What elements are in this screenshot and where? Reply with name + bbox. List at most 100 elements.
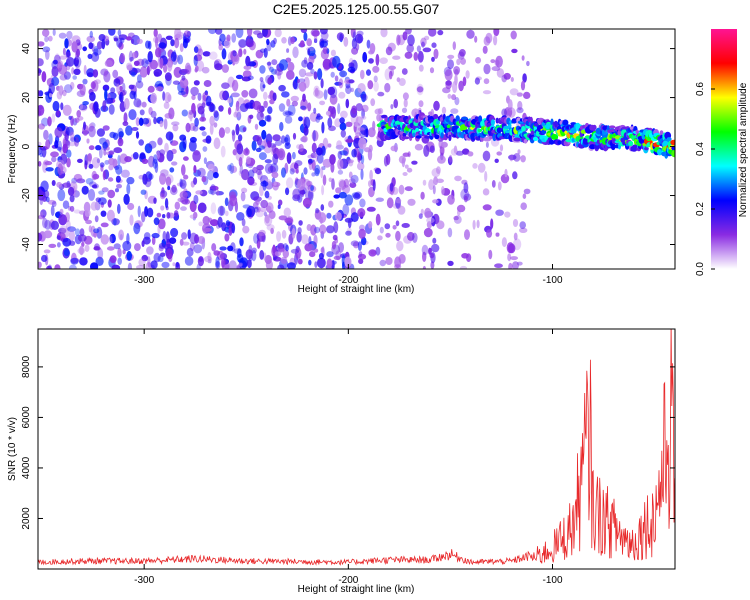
noise-blob [398,78,406,86]
noise-blob [297,178,306,191]
noise-blob [520,155,526,163]
noise-blob [510,256,518,261]
noise-blob [326,212,332,219]
noise-blob [160,205,165,211]
noise-blob [272,92,277,101]
noise-blob [255,135,262,141]
noise-blob [245,38,255,48]
signal-blob [657,149,663,156]
noise-blob [277,264,285,269]
noise-blob [237,97,245,105]
noise-blob [185,122,191,133]
noise-blob [57,60,64,69]
noise-blob [274,68,283,76]
noise-blob [526,60,530,67]
noise-blob [360,154,365,165]
signal-blob [512,118,516,122]
snr-xtick-label: -200 [338,575,358,586]
noise-blob [320,166,324,179]
noise-blob [147,256,151,268]
noise-blob [225,220,231,227]
noise-blob [411,160,418,165]
noise-blob [401,107,408,114]
noise-blob [144,143,153,154]
noise-blob [270,163,279,174]
noise-blob [472,219,476,230]
noise-blob [407,34,415,47]
noise-blob [44,36,49,43]
noise-blob [281,229,287,239]
noise-blob [209,219,219,227]
noise-blob [412,232,418,243]
noise-blob [447,260,454,266]
noise-blob [43,190,50,199]
noise-blob [509,154,514,162]
noise-blob [243,148,250,156]
noise-blob [345,230,352,236]
noise-blob [150,92,158,104]
noise-blob [85,219,92,225]
noise-blob [122,240,132,251]
noise-blob [62,237,72,247]
signal-blob [513,137,522,142]
noise-blob [423,227,433,238]
noise-blob [258,152,267,161]
noise-blob [316,113,321,118]
noise-blob [339,122,347,131]
noise-blob [350,87,355,93]
noise-blob [352,31,357,42]
noise-blob [195,190,203,195]
noise-blob [235,74,244,80]
noise-blob [266,202,274,214]
noise-blob [51,156,57,163]
signal-blob [532,136,539,141]
noise-blob [74,117,80,123]
noise-blob [295,247,302,259]
noise-blob [286,70,295,80]
noise-blob [100,234,110,245]
noise-blob [433,100,440,111]
noise-blob [493,35,498,46]
noise-blob [129,90,136,100]
noise-blob [495,55,503,68]
noise-blob [377,91,385,97]
noise-blob [285,244,289,252]
signal-blob [426,127,430,133]
noise-blob [119,91,124,103]
noise-blob [271,144,277,154]
signal-blob [521,125,526,132]
noise-blob [428,179,435,191]
noise-blob [282,110,292,117]
noise-blob [122,82,126,92]
noise-blob [118,229,124,241]
noise-blob [330,49,336,57]
noise-blob [104,88,108,101]
noise-blob [123,112,128,124]
noise-blob [390,68,395,77]
noise-blob [204,255,213,263]
noise-blob [289,168,295,175]
spectrogram-ytick-label: -20 [21,188,32,203]
noise-blob [292,151,296,160]
noise-blob [154,161,159,173]
noise-blob [141,211,146,223]
noise-blob [384,223,391,230]
noise-blob [298,143,304,152]
noise-blob [396,240,404,252]
noise-blob [466,253,472,262]
noise-blob [57,242,61,248]
noise-blob [210,184,216,196]
noise-blob [100,210,107,217]
noise-blob [454,175,462,182]
spectrogram-frame [37,28,676,270]
noise-blob [88,123,94,132]
noise-blob [183,156,189,161]
noise-blob [155,86,164,92]
noise-blob [159,149,166,156]
noise-blob [38,232,43,242]
noise-blob [173,66,182,78]
spectrogram-ytick-label: -40 [21,237,32,252]
noise-blob [68,115,72,120]
noise-blob [277,204,281,209]
noise-blob [351,47,359,55]
